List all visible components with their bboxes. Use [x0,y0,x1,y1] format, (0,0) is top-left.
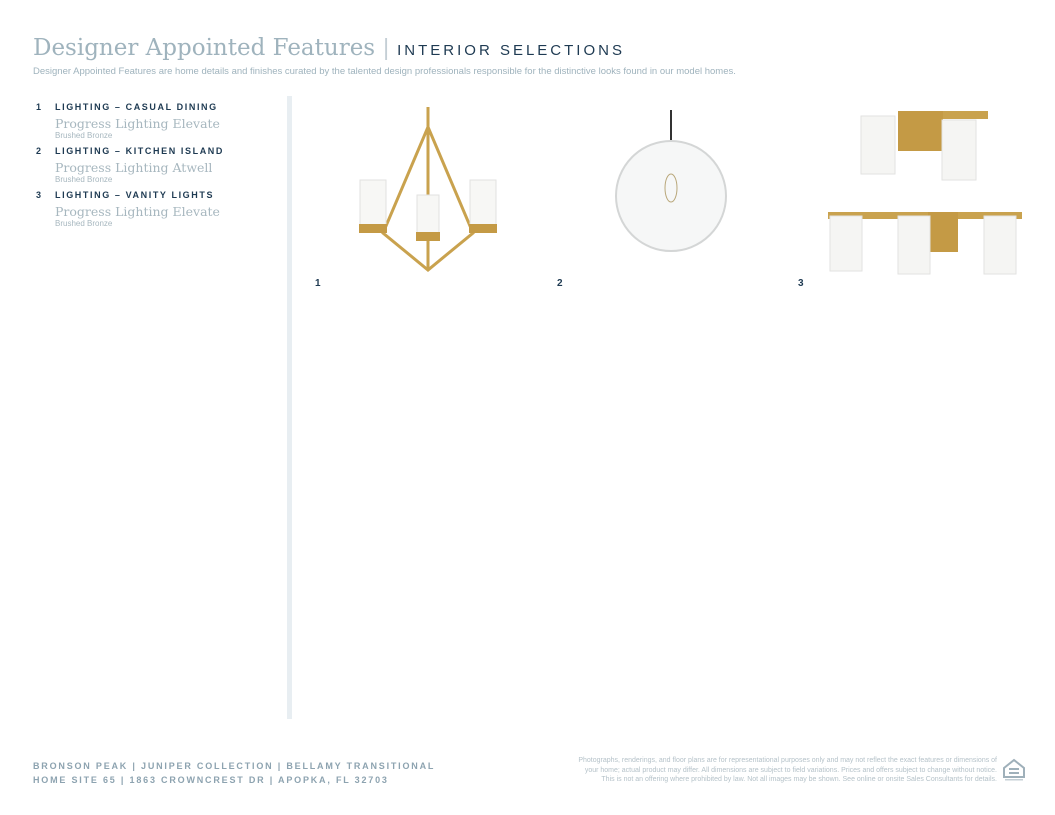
address-line: HOME SITE 65 | 1863 CROWNCREST DR | APOP… [33,775,389,785]
item-number: 3 [36,190,43,200]
divider [287,96,292,719]
item-number: 1 [36,102,43,112]
category-label: LIGHTING – CASUAL DINING [55,102,218,112]
category-label: LIGHTING – KITCHEN ISLAND [55,146,225,156]
list-item: 1 LIGHTING – CASUAL DINING Progress Light… [36,102,276,140]
item-number: 2 [36,146,43,156]
image-label: 2 [557,278,563,289]
product-name: Progress Lighting Elevate [55,204,220,219]
disclaimer-line: your home; actual product may differ. Al… [584,766,997,774]
category: 3 LIGHTING – VANITY LIGHTS [36,190,276,200]
selection-list: 1 LIGHTING – CASUAL DINING Progress Light… [36,102,276,234]
disclaimer-line: This is not an offering where prohibited… [601,776,997,783]
category: 2 LIGHTING – KITCHEN ISLAND [36,146,276,156]
product-name: Progress Lighting Elevate [55,116,220,131]
product-name: Progress Lighting Atwell [55,160,213,175]
list-item: 3 LIGHTING – VANITY LIGHTS Progress Light… [36,190,276,228]
intro-text: Designer Appointed Features are home det… [33,66,736,77]
category: 1 LIGHTING – CASUAL DINING [36,102,276,112]
footer-address: BRONSON PEAK | JUNIPER COLLECTION | BELL… [33,759,435,787]
category-label: LIGHTING – VANITY LIGHTS [55,190,215,200]
finish: Brushed Bronze [55,131,113,140]
image-label: 3 [798,278,804,289]
list-item: 2 LIGHTING – KITCHEN ISLAND Progress Ligh… [36,146,276,184]
page-title: Designer Appointed Features | INTERIOR SEL… [33,34,625,61]
page-subtitle: INTERIOR SELECTIONS [397,42,625,59]
finish: Brushed Bronze [55,219,113,228]
vanity-light-image [828,111,1022,275]
chandelier-image [359,107,497,272]
title-text: Designer Appointed Features [33,35,376,61]
globe-pendant-image [615,110,727,252]
equal-housing-opportunity-icon [1003,758,1025,781]
disclaimer-line: Photographs, renderings, and floor plans… [578,757,997,764]
title-separator: | [383,34,390,60]
disclaimer: Photographs, renderings, and floor plans… [517,756,997,785]
finish: Brushed Bronze [55,175,113,184]
community-line: BRONSON PEAK | JUNIPER COLLECTION | BELL… [33,761,436,771]
image-label: 1 [315,278,321,289]
